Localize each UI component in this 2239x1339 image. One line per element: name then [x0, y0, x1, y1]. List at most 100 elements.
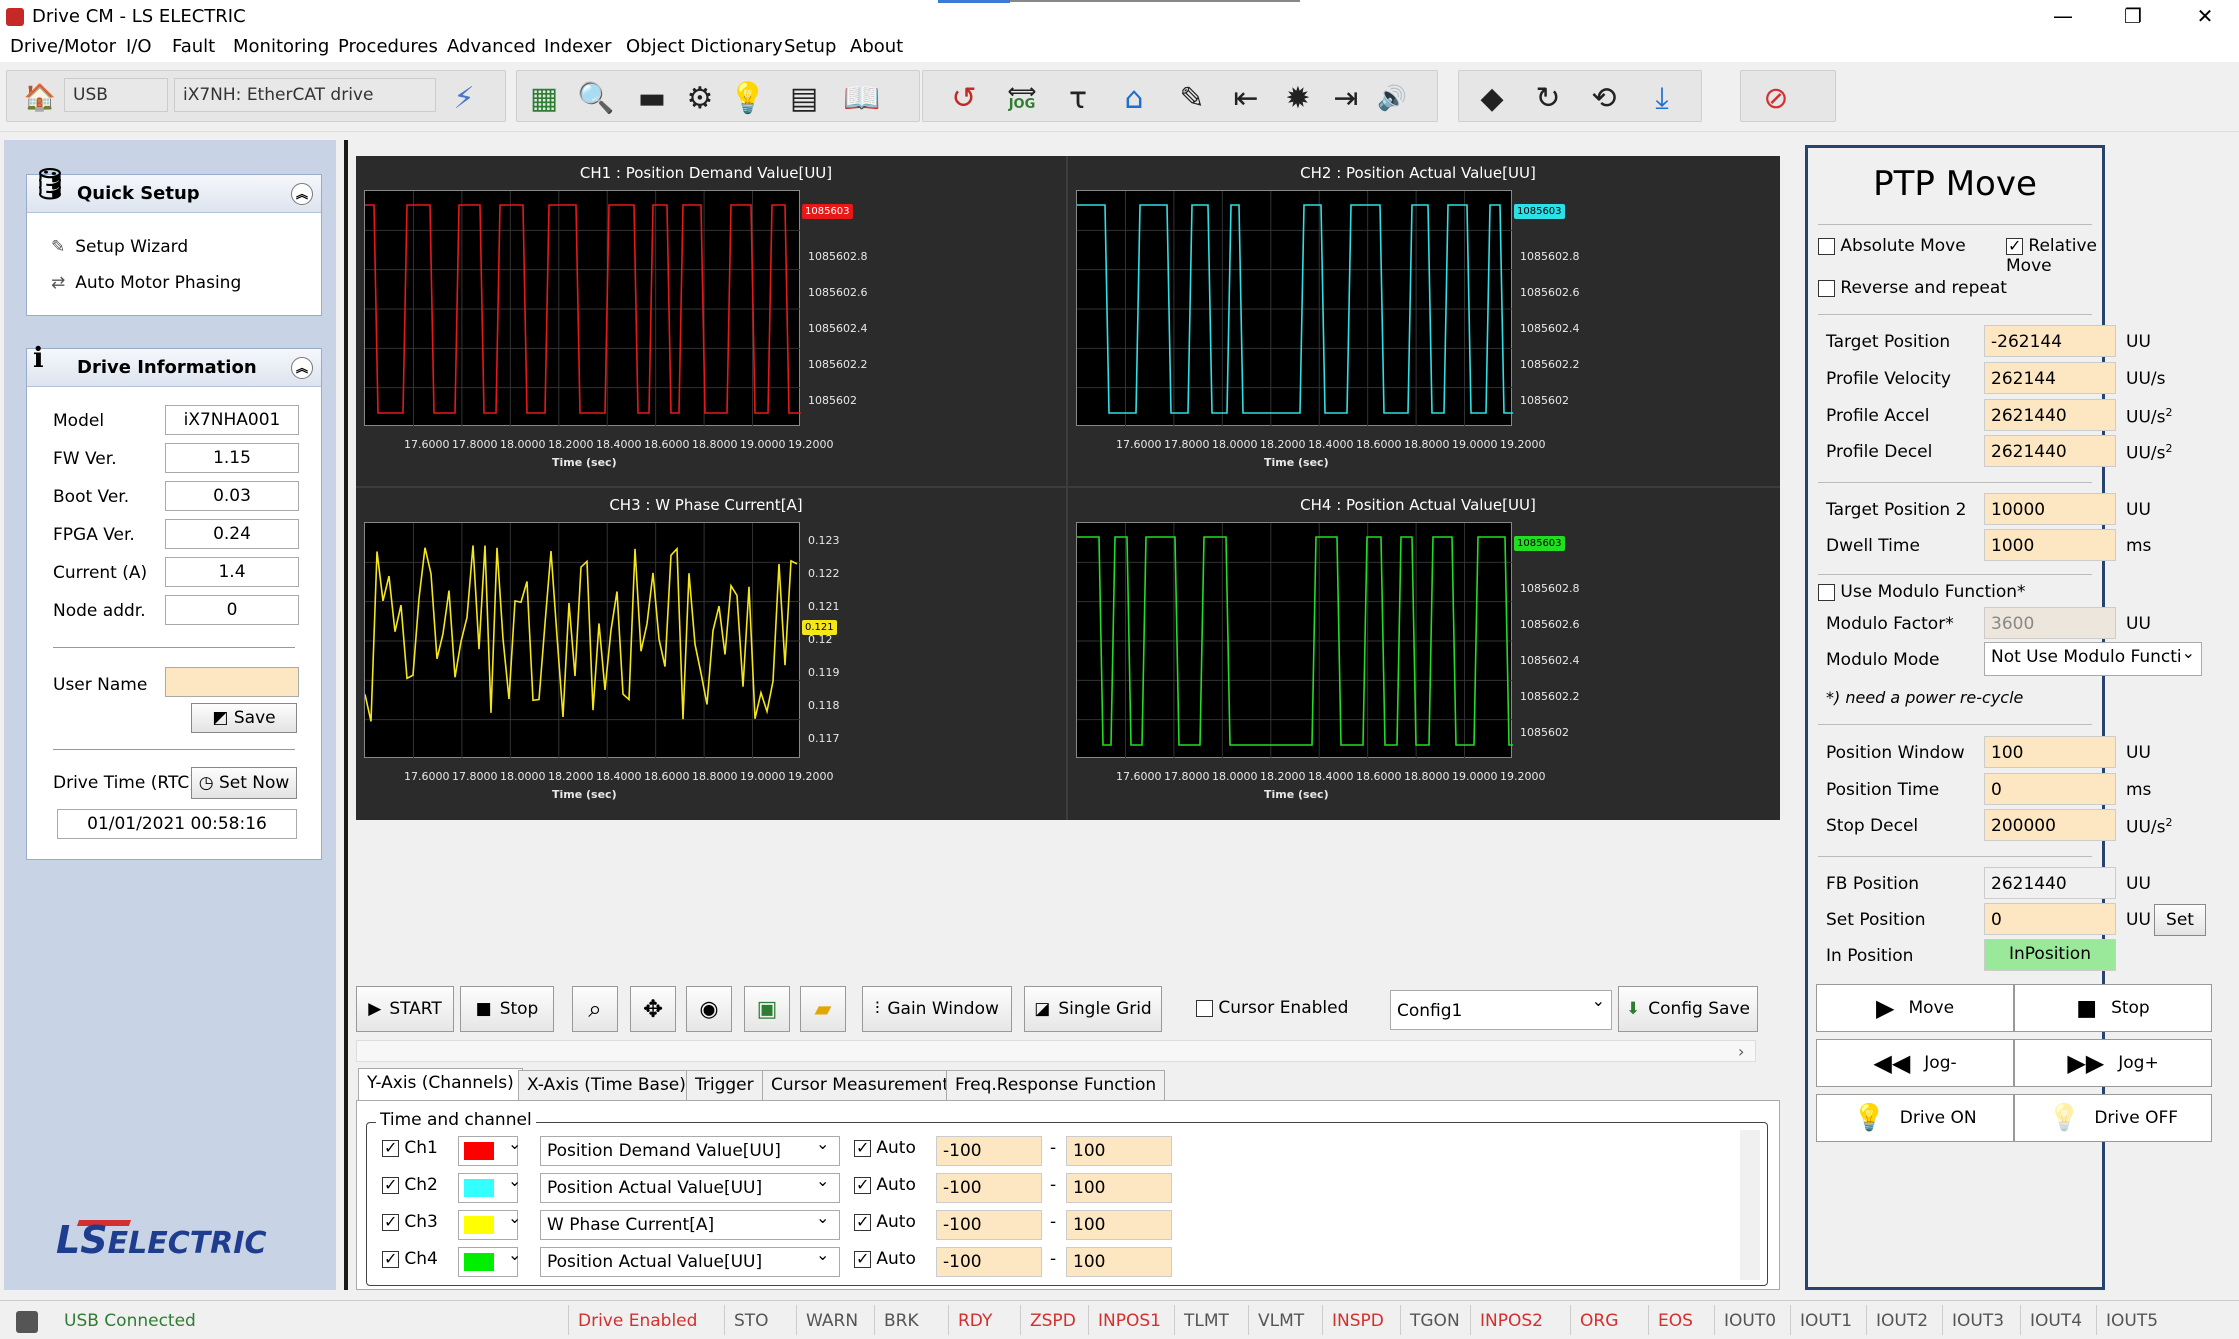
- ch4-plot[interactable]: [1076, 522, 1538, 759]
- menu-drive-motor[interactable]: Drive/Motor: [10, 36, 117, 57]
- move-button[interactable]: ▶ Move: [1816, 984, 2014, 1032]
- relative-move-box[interactable]: [2006, 236, 2023, 255]
- lightbulb-icon[interactable]: 💡: [729, 80, 767, 116]
- sync-icon[interactable]: ⟲: [1591, 80, 1617, 116]
- tool-icon[interactable]: ✎: [1179, 80, 1205, 116]
- setup-wizard-link[interactable]: ✎ Setup Wizard: [51, 237, 188, 257]
- user-name-input[interactable]: [165, 667, 299, 697]
- tab-freq-response[interactable]: Freq.Response Function: [946, 1070, 1166, 1100]
- dwell-time-input[interactable]: 1000: [1984, 529, 2116, 561]
- menu-advanced[interactable]: Advanced: [447, 36, 536, 57]
- tab-trigger[interactable]: Trigger: [686, 1070, 763, 1100]
- jog-icon[interactable]: ⟺ JOG: [1007, 79, 1037, 112]
- scope-icon[interactable]: ▦: [529, 80, 559, 116]
- channel-signal-select[interactable]: Position Actual Value[UU]: [540, 1173, 840, 1203]
- modulo-factor-input[interactable]: 3600: [1984, 607, 2116, 639]
- tab-x-axis[interactable]: X-Axis (Time Base): [518, 1070, 695, 1100]
- maximize-button[interactable]: ❐: [2124, 4, 2142, 28]
- gear-icon[interactable]: ⚙: [686, 80, 714, 116]
- menu-procedures[interactable]: Procedures: [338, 36, 438, 57]
- channel-min-input[interactable]: -100: [936, 1136, 1042, 1166]
- brightness-icon[interactable]: ✹: [1285, 80, 1311, 116]
- target-position-2-input[interactable]: 10000: [1984, 493, 2116, 525]
- start-button[interactable]: ▶ START: [356, 986, 454, 1032]
- modulo-mode-select[interactable]: Not Use Modulo Functi: [1984, 642, 2202, 676]
- refresh-icon[interactable]: ↻: [1535, 80, 1561, 116]
- menu-fault[interactable]: Fault: [172, 36, 216, 57]
- gain-window-button[interactable]: ⫶ Gain Window: [862, 986, 1012, 1032]
- channel-enable-checkbox[interactable]: Ch1: [382, 1138, 438, 1158]
- reverse-repeat-checkbox[interactable]: Reverse and repeat: [1818, 278, 2007, 298]
- channel-signal-select[interactable]: W Phase Current[A]: [540, 1210, 840, 1240]
- position-time-input[interactable]: 0: [1984, 773, 2116, 805]
- channel-signal-select[interactable]: Position Demand Value[UU]: [540, 1136, 840, 1166]
- jog-minus-button[interactable]: ◀◀ Jog-: [1816, 1039, 2014, 1087]
- ch1-plot[interactable]: [364, 190, 814, 427]
- collapse-drive-info-icon[interactable]: ︽: [291, 357, 313, 379]
- zoom-icon[interactable]: ⌕: [572, 986, 618, 1032]
- disconnect-icon[interactable]: ⚡: [453, 80, 475, 116]
- menu-setup[interactable]: Setup: [784, 36, 837, 57]
- channel-signal-select[interactable]: Position Actual Value[UU]: [540, 1247, 840, 1277]
- auto-motor-phasing-link[interactable]: ⇄ Auto Motor Phasing: [51, 273, 241, 293]
- use-modulo-box[interactable]: [1818, 583, 1835, 601]
- config-select[interactable]: Config1: [1390, 990, 1612, 1030]
- drive-on-button[interactable]: 💡 Drive ON: [1816, 1094, 2014, 1142]
- inspect-icon[interactable]: 🔍: [577, 80, 615, 116]
- erase-icon[interactable]: ◆: [1480, 80, 1504, 116]
- menu-indexer[interactable]: Indexer: [544, 36, 612, 57]
- homing-icon[interactable]: ⌂: [1124, 80, 1144, 116]
- profile-accel-input[interactable]: 2621440: [1984, 399, 2116, 431]
- drive-off-button[interactable]: 💡 Drive OFF: [2014, 1094, 2212, 1142]
- cursor-enabled-checkbox[interactable]: Cursor Enabled: [1196, 998, 1348, 1018]
- download-icon[interactable]: ⤓: [1655, 80, 1669, 116]
- auto-checkbox[interactable]: Auto: [854, 1212, 916, 1232]
- save-name-button[interactable]: ◩ Save: [191, 703, 297, 733]
- pan-icon[interactable]: ✥: [630, 986, 676, 1032]
- save-data-icon[interactable]: ▣: [744, 986, 790, 1032]
- profile-velocity-input[interactable]: 262144: [1984, 362, 2116, 394]
- auto-checkbox[interactable]: Auto: [854, 1138, 916, 1158]
- channel-max-input[interactable]: 100: [1066, 1210, 1172, 1240]
- input-icon[interactable]: ⇤: [1233, 80, 1259, 116]
- set-position-button[interactable]: Set: [2154, 904, 2206, 936]
- target-position-input[interactable]: -262144: [1984, 325, 2116, 357]
- drive-connect-icon[interactable]: 🏠: [23, 83, 57, 113]
- ch2-plot[interactable]: [1076, 190, 1516, 427]
- stop-decel-input[interactable]: 200000: [1984, 809, 2116, 841]
- menu-monitoring[interactable]: Monitoring: [233, 36, 330, 57]
- channel-enable-checkbox[interactable]: Ch2: [382, 1175, 438, 1195]
- scope-stop-button[interactable]: ■ Stop: [460, 986, 554, 1032]
- speaker-icon[interactable]: 🔊: [1377, 84, 1407, 112]
- minimize-button[interactable]: —: [2053, 4, 2073, 28]
- tab-cursor-measurement[interactable]: Cursor Measurement: [762, 1070, 958, 1100]
- absolute-move-checkbox[interactable]: Absolute Move: [1818, 236, 1966, 256]
- camera-icon[interactable]: ◉: [686, 986, 732, 1032]
- torque-icon[interactable]: τ: [1068, 80, 1088, 116]
- menu-about[interactable]: About: [850, 36, 904, 57]
- channel-min-input[interactable]: -100: [936, 1247, 1042, 1277]
- profile-decel-input[interactable]: 2621440: [1984, 435, 2116, 467]
- channel-min-input[interactable]: -100: [936, 1173, 1042, 1203]
- absolute-move-box[interactable]: [1818, 237, 1835, 255]
- auto-checkbox[interactable]: Auto: [854, 1249, 916, 1269]
- tab-y-axis[interactable]: Y-Axis (Channels): [358, 1068, 523, 1100]
- channel-max-input[interactable]: 100: [1066, 1136, 1172, 1166]
- collapse-quick-setup-icon[interactable]: ︽: [291, 183, 313, 205]
- ch3-plot[interactable]: [364, 522, 801, 759]
- emergency-stop-icon[interactable]: ⊘: [1763, 80, 1789, 116]
- motor-icon[interactable]: ▬: [637, 80, 667, 116]
- set-position-input[interactable]: 0: [1984, 903, 2116, 935]
- set-now-button[interactable]: ◷ Set Now: [191, 767, 297, 799]
- open-folder-icon[interactable]: ▰: [800, 986, 846, 1032]
- reverse-repeat-box[interactable]: [1818, 279, 1835, 297]
- menu-object-dictionary[interactable]: Object Dictionary: [626, 36, 783, 57]
- config-save-button[interactable]: ⬇ Config Save: [1618, 986, 1758, 1032]
- horizontal-scrollbar[interactable]: [356, 1040, 1756, 1062]
- channel-min-input[interactable]: -100: [936, 1210, 1042, 1240]
- jog-plus-button[interactable]: ▶▶ Jog+: [2014, 1039, 2212, 1087]
- output-icon[interactable]: ⇥: [1333, 80, 1359, 116]
- close-button[interactable]: ✕: [2196, 4, 2214, 28]
- auto-checkbox[interactable]: Auto: [854, 1175, 916, 1195]
- cursor-enabled-box[interactable]: [1196, 999, 1213, 1017]
